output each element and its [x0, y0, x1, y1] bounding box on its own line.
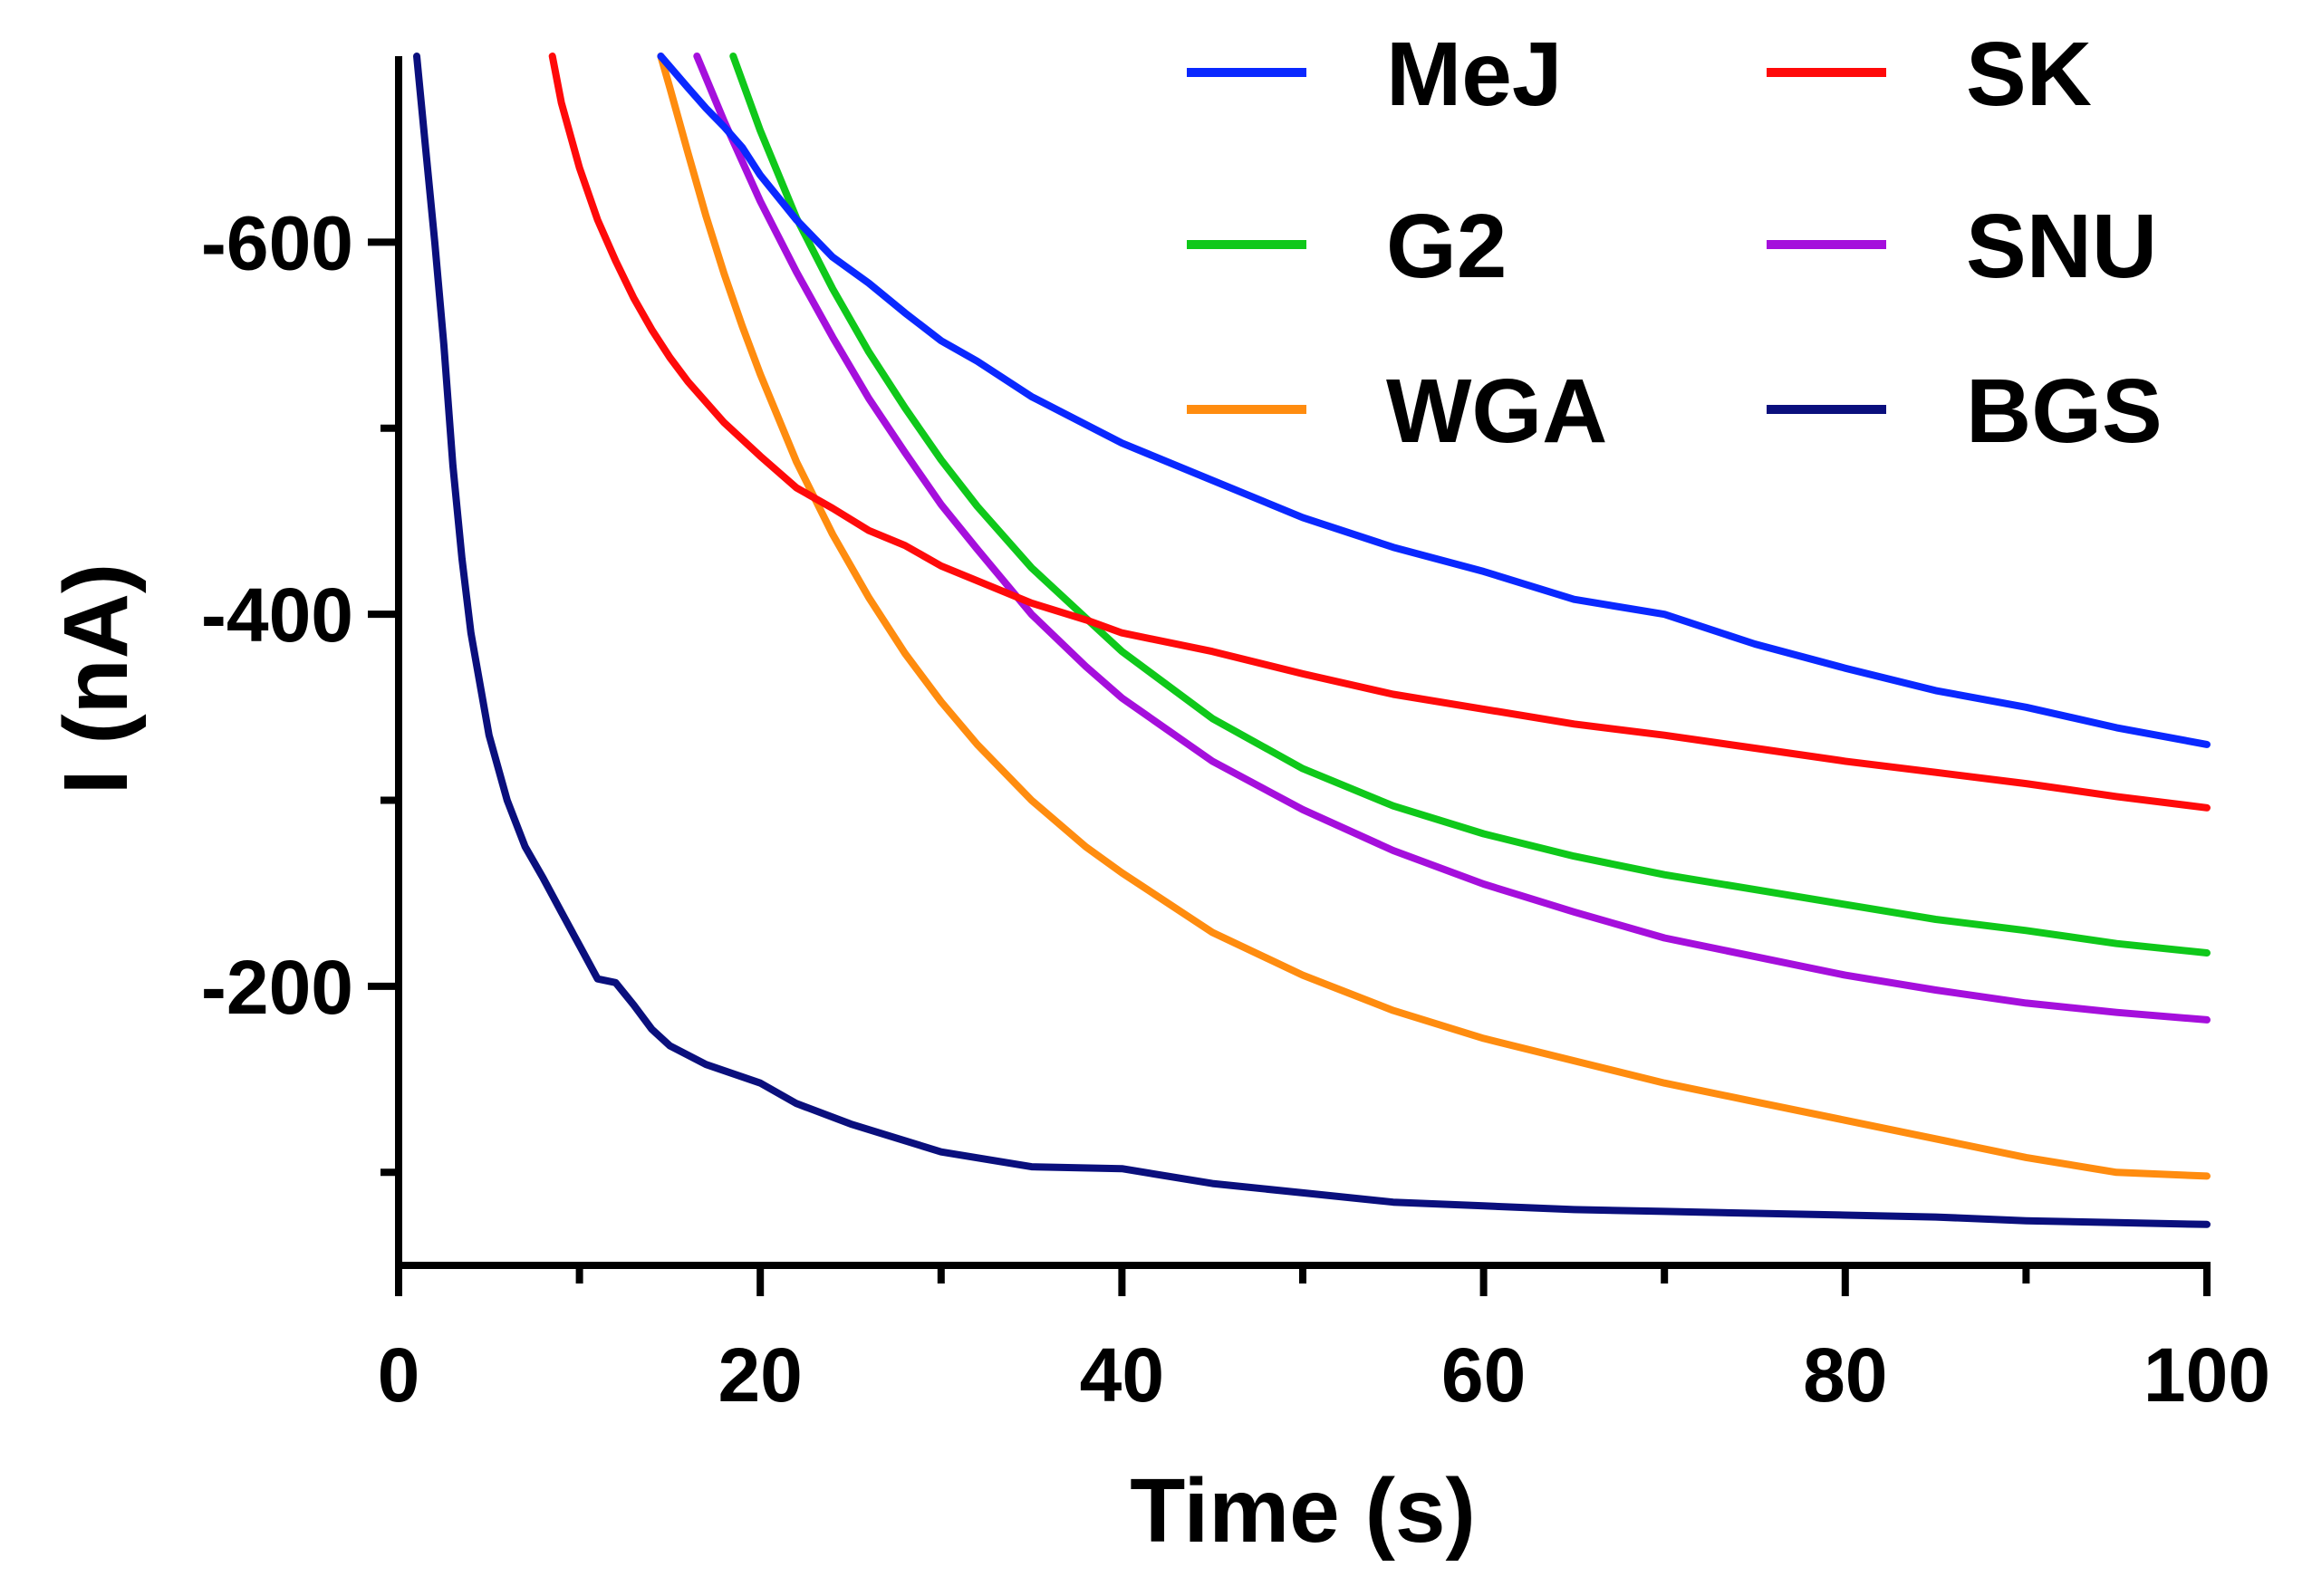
- y-axis-title: I (nA): [45, 563, 147, 794]
- x-tick-label: 20: [718, 1332, 802, 1418]
- series-line-snu: [693, 53, 2211, 1024]
- x-tick-label: 100: [2143, 1332, 2270, 1418]
- x-tick-label: 0: [378, 1332, 420, 1418]
- x-axis-title: Time (s): [1130, 1460, 1476, 1562]
- legend-label-snu: SNU: [1966, 196, 2157, 297]
- x-tick-label: 60: [1441, 1332, 1526, 1418]
- series-line-mej: [657, 53, 2211, 748]
- series-line-wga: [657, 53, 2211, 1180]
- legend: MeJ SK G2 SNU WGA BGS: [1187, 24, 2163, 462]
- series-line-sk: [548, 53, 2211, 812]
- legend-label-g2: G2: [1386, 196, 1507, 297]
- x-tick-label: 80: [1803, 1332, 1887, 1418]
- legend-label-mej: MeJ: [1386, 24, 1563, 125]
- legend-label-bgs: BGS: [1966, 361, 2163, 462]
- series-line-g2: [729, 53, 2211, 957]
- series-layer: [413, 53, 2211, 1228]
- x-tick-label: 40: [1080, 1332, 1164, 1418]
- series-line-bgs: [413, 53, 2211, 1228]
- titles-layer: Time (s) I (nA): [45, 563, 1476, 1562]
- y-tick-label: -200: [201, 945, 353, 1030]
- y-tick-label: -600: [201, 200, 353, 285]
- y-tick-label: -400: [201, 572, 353, 658]
- legend-label-wga: WGA: [1386, 361, 1607, 462]
- legend-label-sk: SK: [1966, 24, 2092, 125]
- ticks-layer: 0 20 40 60 80 100 -600 -400 -200: [201, 200, 2270, 1418]
